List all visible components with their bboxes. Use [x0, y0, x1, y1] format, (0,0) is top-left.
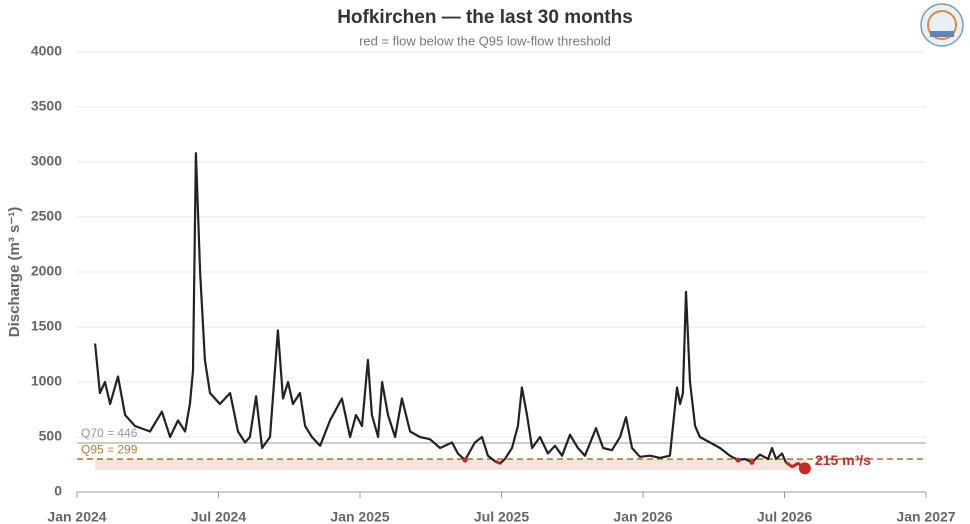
reference-label: Q95 = 299: [81, 442, 138, 456]
y-tick-label: 2000: [31, 263, 62, 279]
x-tick-label: Jan 2024: [47, 509, 106, 524]
low-flow-point: [462, 457, 468, 463]
x-tick-label: Jan 2025: [330, 509, 389, 524]
y-tick-label: 1500: [31, 318, 62, 334]
y-axis-label: Discharge (m³ s⁻¹): [6, 207, 23, 337]
chart-title: Hofkirchen — the last 30 months: [337, 7, 633, 28]
x-tick-label: Jul 2026: [757, 509, 812, 524]
low-flow-point: [735, 457, 741, 463]
low-flow-point: [749, 459, 755, 465]
x-tick-label: Jan 2027: [896, 509, 955, 524]
y-tick-label: 500: [39, 428, 63, 444]
last-point: [798, 462, 811, 475]
logo: [920, 3, 964, 47]
y-tick-label: 0: [54, 483, 62, 499]
x-tick-label: Jul 2024: [191, 509, 246, 524]
y-tick-label: 3500: [31, 98, 62, 114]
y-tick-label: 3000: [31, 153, 62, 169]
y-tick-label: 4000: [31, 43, 62, 59]
x-tick-label: Jan 2026: [613, 509, 672, 524]
low-flow-segment: [494, 459, 501, 465]
end-label: 215 m³/s: [815, 452, 871, 468]
line-series: [94, 152, 806, 470]
chart-subtitle: red = flow below the Q95 low-flow thresh…: [359, 33, 611, 48]
reference-label: Q70 = 446: [81, 426, 138, 440]
y-tick-label: 1000: [31, 373, 62, 389]
y-tick-label: 2500: [31, 208, 62, 224]
low-flow-band: [95, 459, 805, 470]
x-tick-label: Jul 2025: [474, 509, 529, 524]
